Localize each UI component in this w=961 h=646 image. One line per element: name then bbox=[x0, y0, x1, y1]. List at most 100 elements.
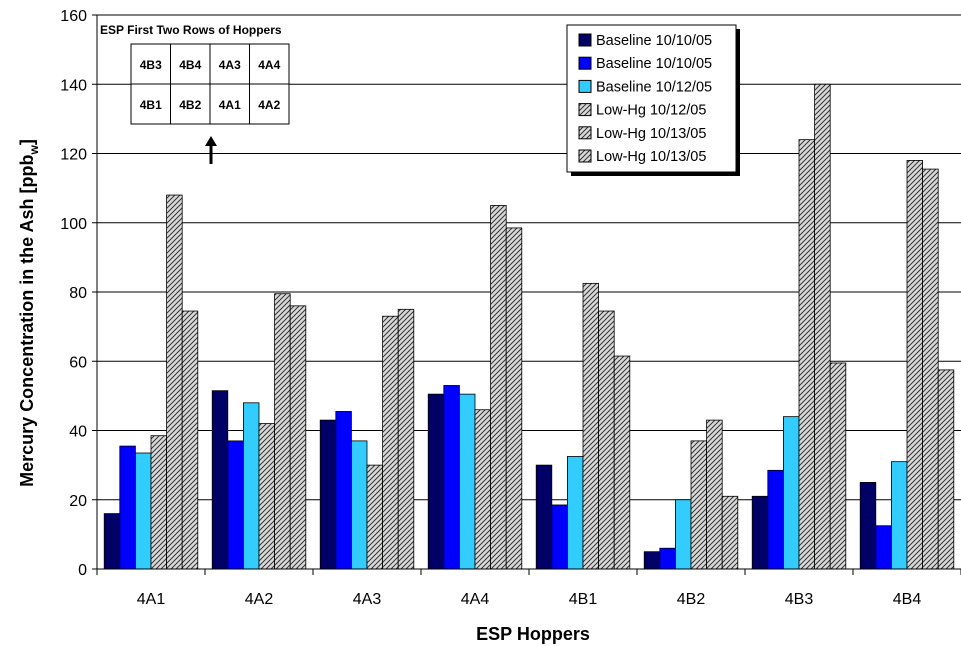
bar bbox=[582, 282, 600, 570]
bar bbox=[798, 139, 816, 570]
y-tick-label: 20 bbox=[69, 493, 87, 510]
bar bbox=[829, 362, 847, 570]
bar bbox=[227, 440, 244, 570]
legend-label: Baseline 10/12/05 bbox=[596, 79, 712, 95]
bar bbox=[659, 547, 676, 570]
y-tick-label: 160 bbox=[60, 8, 87, 25]
y-tick-label: 140 bbox=[60, 77, 87, 94]
y-axis-ticks: 0 20 40 60 80 100 120 140 160 bbox=[60, 8, 97, 579]
bar bbox=[690, 440, 708, 570]
legend-box bbox=[566, 24, 737, 173]
arrow-up-icon bbox=[205, 136, 217, 164]
bar bbox=[567, 456, 584, 570]
x-tick-label: 4B3 bbox=[785, 591, 814, 608]
y-tick-label: 60 bbox=[69, 354, 87, 371]
bar bbox=[350, 440, 368, 570]
bar bbox=[474, 409, 492, 570]
inset-cell-label: 4B4 bbox=[179, 58, 201, 72]
inset-cell-box bbox=[170, 83, 211, 125]
bar bbox=[751, 495, 769, 570]
y-tick-label: 0 bbox=[78, 562, 87, 579]
bar bbox=[443, 385, 460, 570]
legend-swatch bbox=[578, 126, 592, 140]
bar bbox=[859, 482, 877, 570]
bar bbox=[274, 293, 291, 570]
inset-cell-box bbox=[209, 83, 250, 125]
inset-grid: 4B3 4B4 4A3 4A4 4B1 4B2 4A1 4A2 bbox=[130, 43, 290, 125]
legend: Baseline 10/10/05 Baseline 10/10/05 Baseli… bbox=[566, 24, 740, 176]
legend-label: Low-Hg 10/12/05 bbox=[596, 103, 706, 119]
x-tick-label: 4A3 bbox=[353, 591, 382, 608]
bar bbox=[906, 160, 924, 570]
inset-title: ESP First Two Rows of Hoppers bbox=[100, 23, 282, 37]
bar bbox=[490, 205, 507, 570]
legend-label: Baseline 10/10/05 bbox=[596, 33, 712, 49]
bar bbox=[535, 464, 553, 570]
bar bbox=[675, 499, 692, 570]
x-tick-label: 4B2 bbox=[677, 591, 706, 608]
x-tick-label: 4B1 bbox=[569, 591, 598, 608]
inset-cell-label: 4A2 bbox=[258, 98, 280, 112]
bars bbox=[103, 83, 955, 570]
bar bbox=[643, 551, 661, 570]
inset-cell-box bbox=[249, 43, 290, 85]
bar bbox=[598, 310, 615, 570]
inset-cell-box bbox=[249, 83, 290, 125]
bar bbox=[505, 227, 523, 570]
inset-cell-label: 4A1 bbox=[219, 98, 241, 112]
x-tick-label: 4B4 bbox=[893, 591, 922, 608]
legend-label: Baseline 10/10/05 bbox=[596, 56, 712, 72]
bar bbox=[767, 469, 784, 570]
bar bbox=[613, 355, 631, 570]
bar bbox=[551, 504, 568, 570]
bar bbox=[427, 393, 445, 570]
bar bbox=[382, 315, 399, 570]
legend-swatch bbox=[578, 103, 592, 117]
bar bbox=[181, 310, 199, 570]
legend-label: Low-Hg 10/13/05 bbox=[596, 149, 706, 165]
legend-swatch bbox=[578, 56, 592, 70]
bar bbox=[366, 464, 384, 570]
bar bbox=[721, 495, 739, 570]
bar bbox=[814, 83, 831, 570]
legend-swatch bbox=[578, 79, 592, 93]
inset-cell-label: 4A4 bbox=[258, 58, 280, 72]
y-tick-label: 40 bbox=[69, 424, 87, 441]
inset-cell-box bbox=[170, 43, 211, 85]
bar bbox=[166, 194, 183, 570]
y-tick-label: 100 bbox=[60, 216, 87, 233]
y-axis-title: Mercury Concentration in the Ash [ppbw] bbox=[17, 139, 41, 487]
legend-swatch bbox=[578, 33, 592, 47]
x-axis-title: ESP Hoppers bbox=[476, 624, 590, 644]
bar bbox=[319, 419, 337, 570]
bar bbox=[706, 419, 723, 570]
y-tick-label: 80 bbox=[69, 285, 87, 302]
bar bbox=[335, 411, 352, 570]
x-tick-label: 4A4 bbox=[461, 591, 490, 608]
bar bbox=[922, 168, 939, 570]
y-tick-label: 120 bbox=[60, 147, 87, 164]
bar bbox=[289, 305, 307, 570]
bar bbox=[458, 393, 476, 570]
bar bbox=[134, 452, 152, 570]
bar bbox=[150, 435, 168, 570]
inset-cell-label: 4B1 bbox=[140, 98, 162, 112]
legend-label: Low-Hg 10/13/05 bbox=[596, 126, 706, 142]
inset-cell-label: 4B2 bbox=[179, 98, 201, 112]
bar bbox=[211, 390, 229, 570]
bar bbox=[783, 416, 800, 570]
legend-swatch bbox=[578, 149, 592, 163]
bar bbox=[119, 445, 136, 570]
x-tick-label: 4A2 bbox=[245, 591, 274, 608]
bar bbox=[103, 513, 121, 570]
inset-cell-label: 4A3 bbox=[219, 58, 241, 72]
x-axis-ticks: 4A1 4A2 4A3 4A4 4B1 4B2 4B3 4B4 bbox=[96, 569, 961, 608]
bar bbox=[242, 402, 260, 570]
bar bbox=[937, 369, 955, 570]
bar bbox=[258, 423, 276, 570]
bar bbox=[397, 308, 415, 570]
bar bbox=[891, 461, 908, 570]
inset-cell-label: 4B3 bbox=[140, 58, 162, 72]
hopper-inset: ESP First Two Rows of Hoppers 4B3 4B4 4A3 4… bbox=[100, 23, 290, 164]
